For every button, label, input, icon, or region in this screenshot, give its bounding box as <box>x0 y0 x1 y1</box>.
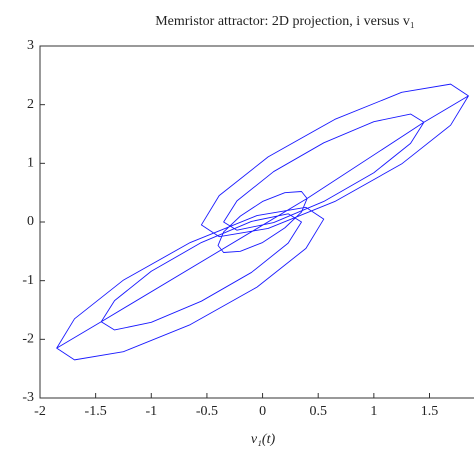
trajectory-line <box>56 83 469 361</box>
y-tick-label: 3 <box>27 38 34 53</box>
x-tick-label: -0.5 <box>196 404 218 419</box>
y-tick-label: 2 <box>27 97 34 112</box>
y-tick-label: -3 <box>22 390 34 405</box>
x-tick-label: 1.5 <box>421 404 439 419</box>
x-tick-label: -2 <box>34 404 46 419</box>
chart-title: Memristor attractor: 2D projection, i ve… <box>155 14 415 29</box>
y-tick-label: -2 <box>22 332 34 347</box>
y-tick-label: 1 <box>27 156 34 171</box>
x-tick-label: -1.5 <box>85 404 107 419</box>
y-tick-label: 0 <box>27 214 34 229</box>
x-tick-label: 0 <box>259 404 266 419</box>
plot-frame <box>39 45 474 399</box>
x-tick-label: -1 <box>145 404 157 419</box>
x-axis-label: v₁(t) <box>251 432 276 447</box>
y-tick-label: -1 <box>22 273 34 288</box>
x-tick-label: 1 <box>370 404 377 419</box>
x-tick-label: 0.5 <box>309 404 327 419</box>
